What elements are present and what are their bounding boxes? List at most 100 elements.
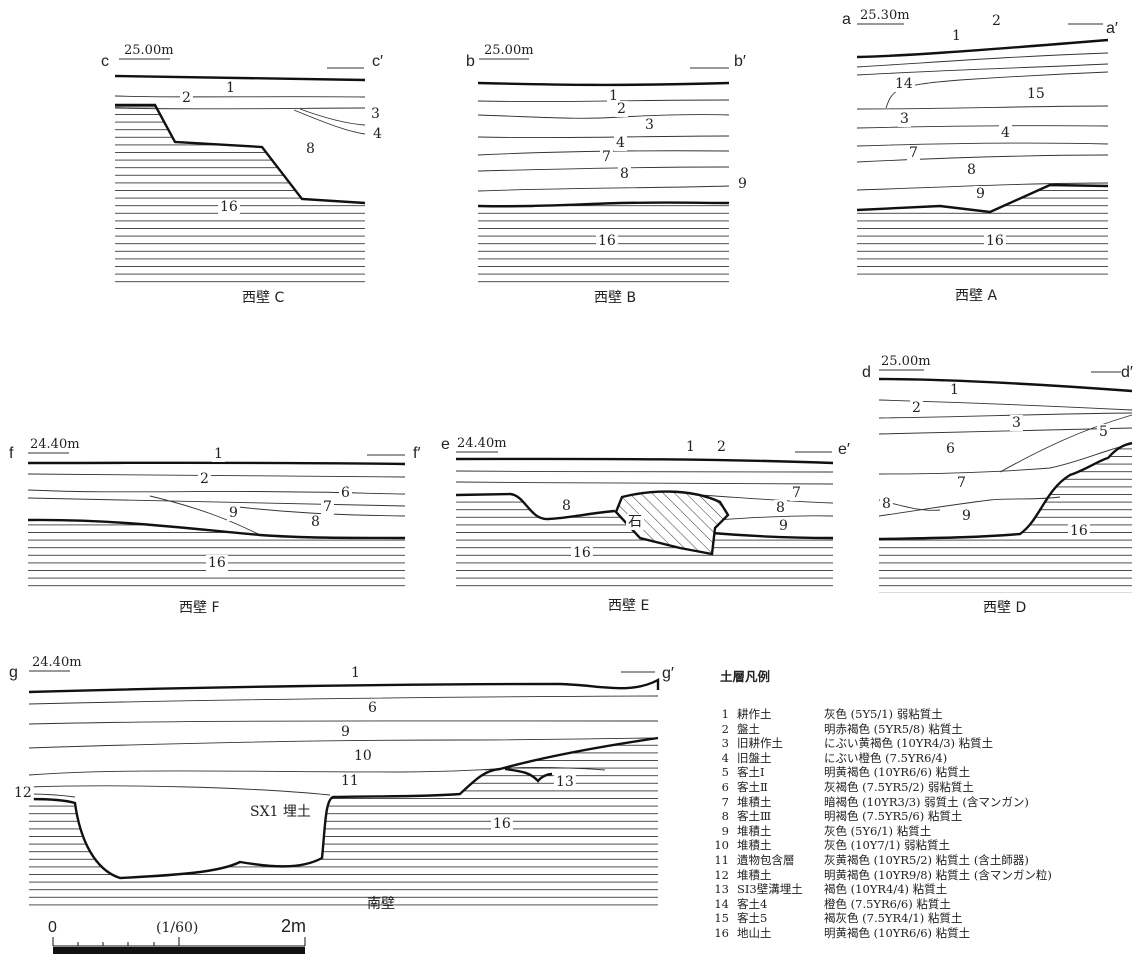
layer-boundary <box>878 427 1133 435</box>
layer-label-halo <box>1010 415 1023 431</box>
layer-label-halo <box>950 28 963 44</box>
layer-label-halo <box>218 199 240 215</box>
legend-item: 9 堆積土 灰色 (5Y6/1) 粘質土 <box>707 824 1052 839</box>
legend-item-number: 10 <box>714 838 729 853</box>
legend-item-description: 明褐色 (7.5YR5/6) 粘質土 <box>824 809 963 824</box>
legend-item: 6 客土Ⅱ 灰褐色 (7.5YR5/2) 弱粘質土 <box>707 780 1052 795</box>
layer-number-label: 9 <box>341 724 350 740</box>
legend-item-number: 15 <box>714 911 729 926</box>
legend-item-name: 旧耕作土 <box>737 736 783 751</box>
section-b: b 25.00m b′ 西壁 B <box>466 43 746 306</box>
legend-item-description: 明赤褐色 (5YR5/8) 粘質土 <box>824 721 963 736</box>
layer-boundary <box>28 737 659 749</box>
layer-number-label: 7 <box>957 475 966 491</box>
layer-number-label: SX1 埋土 <box>250 804 311 820</box>
layer-label-halo <box>248 804 313 820</box>
subsoil-hatch <box>115 105 365 283</box>
subsoil-boundary <box>878 441 1133 541</box>
layer-label-halo <box>626 514 644 530</box>
legend-item-number: 4 <box>721 750 729 765</box>
scale-start-label: 0 <box>48 919 57 936</box>
layer-number-label: 8 <box>882 496 891 512</box>
layer-label-halo <box>736 176 749 192</box>
legend-item: 3 旧耕作土 にぶい黄褐色 (10YR4/3) 粘質土 <box>707 736 1052 751</box>
layer-boundary <box>28 695 659 705</box>
layer-label-halo <box>227 505 240 521</box>
layer-number-label: 1 <box>214 446 223 462</box>
elevation-label: 25.30m <box>860 8 910 23</box>
ground-surface-line <box>28 677 660 694</box>
layer-number-label: 16 <box>493 816 511 832</box>
layer-label-halo <box>999 125 1012 141</box>
layer-number-label: 1 <box>952 28 961 44</box>
layer-number-label: 4 <box>616 135 625 151</box>
layer-boundary <box>299 108 366 126</box>
section-caption: 西壁 D <box>983 600 1026 616</box>
legend-item-number: 16 <box>714 925 729 940</box>
layer-number-label: 10 <box>354 748 372 764</box>
layer-label-halo <box>614 135 627 151</box>
layer-number-label: 8 <box>967 162 976 178</box>
elevation-label: 25.00m <box>881 354 931 369</box>
subsoil-boundary <box>711 531 834 540</box>
legend-item-number: 7 <box>721 794 729 809</box>
layer-label-halo <box>607 88 620 104</box>
layer-label-halo <box>349 665 362 681</box>
legend-item-description: 灰色 (10Y7/1) 弱粘質土 <box>824 838 951 853</box>
legend-item-name: 客土4 <box>737 896 768 911</box>
layer-label-halo <box>898 111 911 127</box>
layer-label-halo <box>304 141 317 157</box>
layer-boundary <box>28 793 76 798</box>
layer-boundary <box>878 412 1133 419</box>
scale-bar: 0 (1/60) 2m <box>48 916 306 954</box>
legend-item: 15 客土5 褐灰色 (7.5YR4/1) 粘質土 <box>707 911 1052 926</box>
section-start-mark: g <box>9 664 18 681</box>
layer-label-halo <box>554 774 576 790</box>
sx3-ditch-line <box>504 767 553 783</box>
layer-label-halo <box>715 439 728 455</box>
layer-boundary <box>477 99 730 103</box>
legend-item-name: 客土5 <box>737 911 768 926</box>
layer-boundary <box>856 52 1109 68</box>
ground-surface-line <box>878 377 1133 393</box>
subsoil-boundary <box>27 518 406 540</box>
section-end-mark: a′ <box>1106 20 1118 37</box>
scale-bar-fill <box>53 947 305 954</box>
legend-item-number: 14 <box>714 896 729 911</box>
legend-item: 5 客土Ⅰ 明黄褐色 (10YR6/6) 粘質土 <box>707 765 1052 780</box>
subsoil-hatch <box>857 185 1108 281</box>
layer-number-label: 2 <box>617 101 626 117</box>
elevation-label: 24.40m <box>30 437 80 452</box>
layer-number-label: 2 <box>200 471 209 487</box>
legend-item-number: 11 <box>714 852 729 867</box>
layer-boundary <box>114 95 366 98</box>
section-start-mark: e <box>441 436 450 453</box>
layer-number-label: 4 <box>1001 125 1010 141</box>
legend-item-name: 堆積土 <box>737 838 772 853</box>
legend-item: 14 客土4 橙色 (7.5YR6/6) 粘質土 <box>707 897 1052 912</box>
legend-item: 16 地山土 明黄褐色 (10YR6/6) 粘質土 <box>707 926 1052 941</box>
ground-surface-line <box>856 38 1109 59</box>
layer-number-label: 3 <box>645 117 654 133</box>
layer-label-halo <box>777 518 790 534</box>
layer-boundary <box>856 125 1109 129</box>
layer-label-halo <box>339 724 352 740</box>
section-d: d 25.00m d′ 西壁 D <box>862 354 1133 616</box>
legend-item-description: 灰褐色 (7.5YR5/2) 弱粘質土 <box>824 779 974 794</box>
layer-number-label: 6 <box>368 700 377 716</box>
layer-boundary <box>878 496 1061 517</box>
layer-number-label: 13 <box>556 774 574 790</box>
layer-number-label: 7 <box>909 145 918 161</box>
layer-label-halo <box>790 485 803 501</box>
subsoil-boundary <box>115 103 366 205</box>
layer-number-label: 8 <box>562 498 571 514</box>
section-end-mark: c′ <box>372 53 383 70</box>
layer-boundary <box>715 515 834 521</box>
layer-number-label: 9 <box>738 176 747 192</box>
legend-item-number: 9 <box>721 823 729 838</box>
section-caption: 西壁 E <box>608 598 649 614</box>
legend-item: 12 堆積土 明黄褐色 (10YR9/8) 粘質土 (含マンガン粒) <box>707 868 1051 883</box>
ground-surface-line <box>477 81 730 87</box>
layer-label-halo <box>491 816 513 832</box>
